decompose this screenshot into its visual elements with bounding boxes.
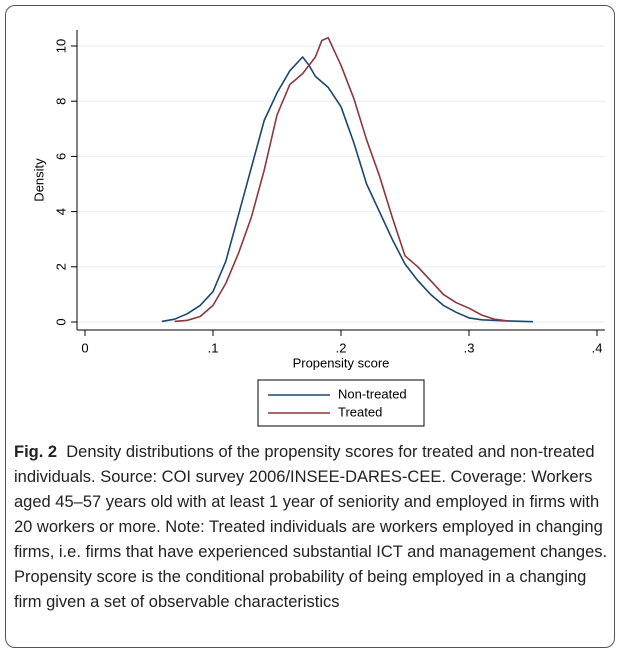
x-axis-label: Propensity score (293, 355, 390, 370)
x-tick-label: 0 (81, 340, 88, 355)
y-tick-label: 2 (53, 263, 68, 270)
density-line (161, 56, 534, 323)
caption: Fig. 2 Density distributions of the prop… (14, 440, 610, 615)
caption-text: Density distributions of the propensity … (14, 443, 608, 611)
figure-frame (5, 5, 615, 648)
y-tick-label: 6 (53, 153, 68, 160)
legend-box (257, 379, 425, 427)
x-tick-label: .2 (336, 340, 347, 355)
figure-label: Fig. 2 (14, 443, 58, 461)
x-tick-label: .1 (208, 340, 219, 355)
y-tick-label: 10 (53, 39, 68, 53)
y-axis-label: Density (31, 158, 46, 202)
x-tick-label: .4 (592, 340, 603, 355)
legend-label: Treated (338, 404, 382, 419)
chart: Propensity score Density 0 2 4 6 8 10 0 .1 .2 .3.… (31, 30, 605, 427)
y-tick-label: 4 (53, 208, 68, 215)
legend-label: Non-treated (338, 386, 407, 401)
y-tick-label: 8 (53, 98, 68, 105)
x-tick-label: .3 (464, 340, 475, 355)
density-line (174, 36, 508, 323)
y-tick-label: 0 (53, 318, 68, 325)
